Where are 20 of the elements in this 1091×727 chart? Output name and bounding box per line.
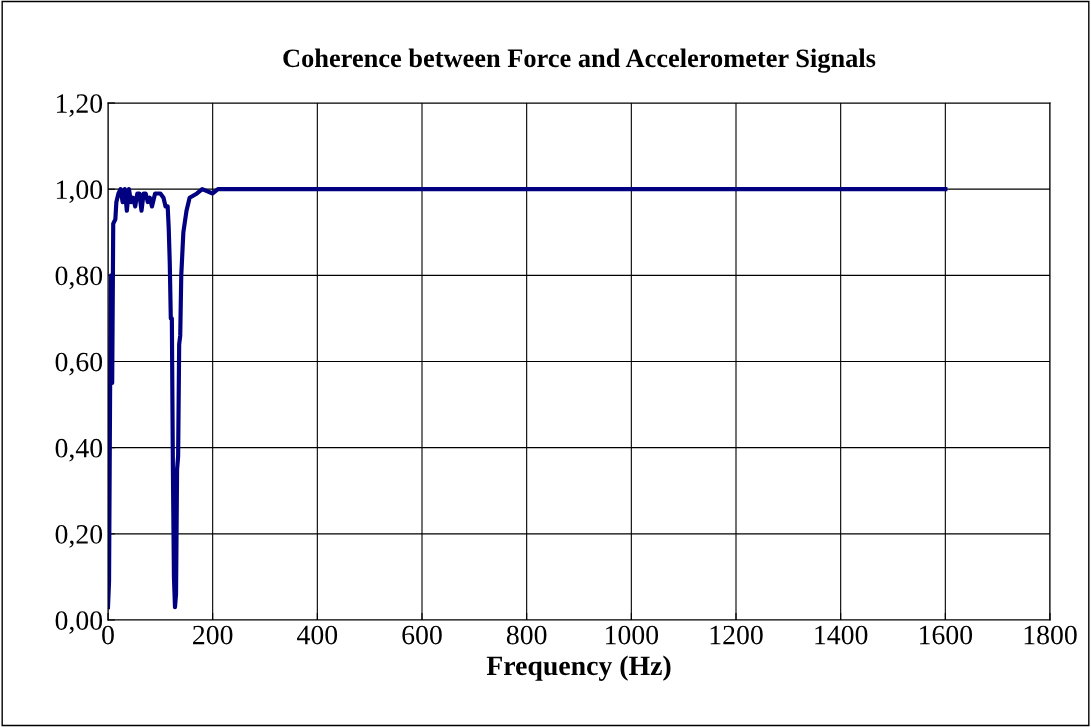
line-series [108, 187, 948, 610]
x-tick-label: 0 [102, 625, 114, 645]
y-tick-label: 1,20 [56, 94, 103, 117]
y-tick-label: 0,40 [55, 438, 103, 462]
x-axis-title: Frequency (Hz) [486, 655, 671, 681]
y-tick-label: 0,00 [55, 611, 103, 634]
x-tick-label: 400 [297, 625, 338, 645]
y-tick-label: 0,20 [55, 525, 103, 548]
x-tick-label: 200 [193, 625, 233, 645]
y-tick-label: 0,60 [55, 352, 103, 376]
x-tick-label: 600 [402, 625, 442, 645]
x-tick-label: 1600 [920, 625, 973, 645]
x-tick-label: 1000 [606, 625, 659, 645]
y-tick-label: 0,80 [55, 266, 103, 290]
x-tick-label: 1800 [1024, 625, 1077, 645]
x-tick-label: 800 [506, 625, 547, 645]
x-tick-label: 1200 [710, 625, 763, 645]
chart-title: Coherence between Force and Accelerometer Signals [283, 48, 876, 73]
y-tick-label: 1,00 [56, 180, 103, 204]
x-tick-label: 1400 [815, 625, 868, 645]
